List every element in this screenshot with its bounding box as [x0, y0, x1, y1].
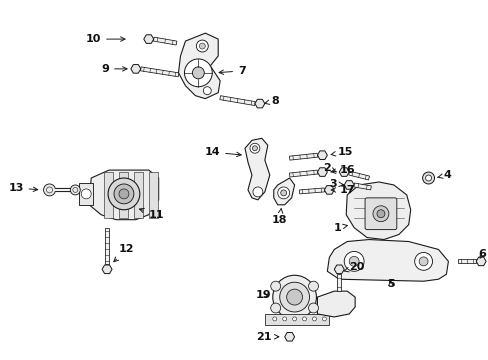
Circle shape	[425, 175, 431, 181]
Circle shape	[249, 143, 259, 153]
Polygon shape	[104, 172, 113, 218]
Circle shape	[308, 281, 318, 291]
Circle shape	[292, 317, 296, 321]
Polygon shape	[273, 178, 294, 205]
Text: 4: 4	[437, 170, 450, 180]
Polygon shape	[475, 257, 485, 266]
Polygon shape	[148, 172, 157, 218]
Circle shape	[272, 317, 276, 321]
Text: 17: 17	[330, 185, 354, 195]
Polygon shape	[353, 183, 370, 190]
Polygon shape	[317, 291, 354, 317]
Polygon shape	[334, 265, 344, 274]
Circle shape	[286, 289, 302, 305]
Text: 21: 21	[256, 332, 278, 342]
Circle shape	[414, 252, 432, 270]
Polygon shape	[254, 99, 264, 108]
Circle shape	[344, 251, 364, 271]
Polygon shape	[299, 188, 324, 194]
Polygon shape	[143, 35, 153, 44]
Polygon shape	[337, 274, 341, 291]
Polygon shape	[289, 153, 317, 160]
Polygon shape	[457, 260, 475, 264]
Circle shape	[192, 67, 204, 79]
Polygon shape	[134, 172, 142, 218]
Circle shape	[81, 189, 91, 199]
Polygon shape	[346, 182, 410, 239]
Polygon shape	[153, 37, 177, 45]
Polygon shape	[317, 151, 326, 159]
Circle shape	[308, 303, 318, 313]
Circle shape	[252, 146, 257, 151]
Polygon shape	[344, 181, 353, 189]
Circle shape	[418, 257, 427, 266]
Circle shape	[279, 282, 309, 312]
Polygon shape	[119, 172, 128, 218]
Polygon shape	[264, 314, 328, 325]
Circle shape	[43, 184, 55, 196]
Circle shape	[199, 43, 205, 49]
Text: 10: 10	[85, 34, 125, 44]
Circle shape	[282, 317, 286, 321]
Circle shape	[372, 206, 388, 222]
Circle shape	[272, 275, 316, 319]
Text: 16: 16	[330, 165, 354, 175]
Polygon shape	[244, 138, 269, 200]
Text: 9: 9	[101, 64, 127, 74]
Text: 5: 5	[386, 279, 394, 289]
Circle shape	[184, 59, 212, 87]
Circle shape	[280, 190, 286, 196]
Circle shape	[277, 187, 289, 199]
Text: 1: 1	[333, 222, 346, 233]
Polygon shape	[178, 33, 220, 99]
Polygon shape	[317, 168, 326, 176]
Text: 6: 6	[477, 249, 485, 260]
Circle shape	[108, 178, 140, 210]
Text: 15: 15	[330, 147, 352, 157]
Text: 13: 13	[8, 183, 38, 193]
Circle shape	[114, 184, 134, 204]
Polygon shape	[348, 171, 369, 180]
Polygon shape	[284, 333, 294, 341]
Polygon shape	[79, 183, 93, 205]
Text: 11: 11	[139, 208, 164, 220]
Circle shape	[348, 256, 358, 266]
Text: 14: 14	[204, 147, 241, 157]
Circle shape	[270, 303, 280, 313]
Circle shape	[252, 187, 263, 197]
Polygon shape	[324, 186, 334, 194]
Circle shape	[203, 87, 211, 95]
Circle shape	[376, 210, 384, 218]
Circle shape	[196, 40, 208, 52]
Polygon shape	[339, 168, 348, 176]
Polygon shape	[289, 170, 317, 177]
Text: 7: 7	[219, 66, 245, 76]
Circle shape	[312, 317, 316, 321]
Polygon shape	[140, 67, 179, 77]
Circle shape	[322, 317, 325, 321]
Polygon shape	[131, 64, 141, 73]
Text: 18: 18	[271, 208, 287, 225]
Polygon shape	[220, 96, 255, 105]
Polygon shape	[89, 170, 158, 220]
Text: 20: 20	[343, 262, 364, 272]
Circle shape	[70, 185, 80, 195]
Circle shape	[422, 172, 434, 184]
Polygon shape	[326, 239, 447, 281]
Polygon shape	[105, 228, 109, 264]
Circle shape	[270, 281, 280, 291]
Text: 8: 8	[264, 96, 279, 105]
FancyBboxPatch shape	[365, 198, 396, 230]
Circle shape	[302, 317, 306, 321]
Text: 3: 3	[329, 179, 343, 189]
Text: 12: 12	[114, 244, 134, 262]
Polygon shape	[102, 265, 112, 274]
Text: 19: 19	[256, 290, 271, 300]
Circle shape	[119, 189, 129, 199]
Text: 2: 2	[323, 163, 336, 173]
